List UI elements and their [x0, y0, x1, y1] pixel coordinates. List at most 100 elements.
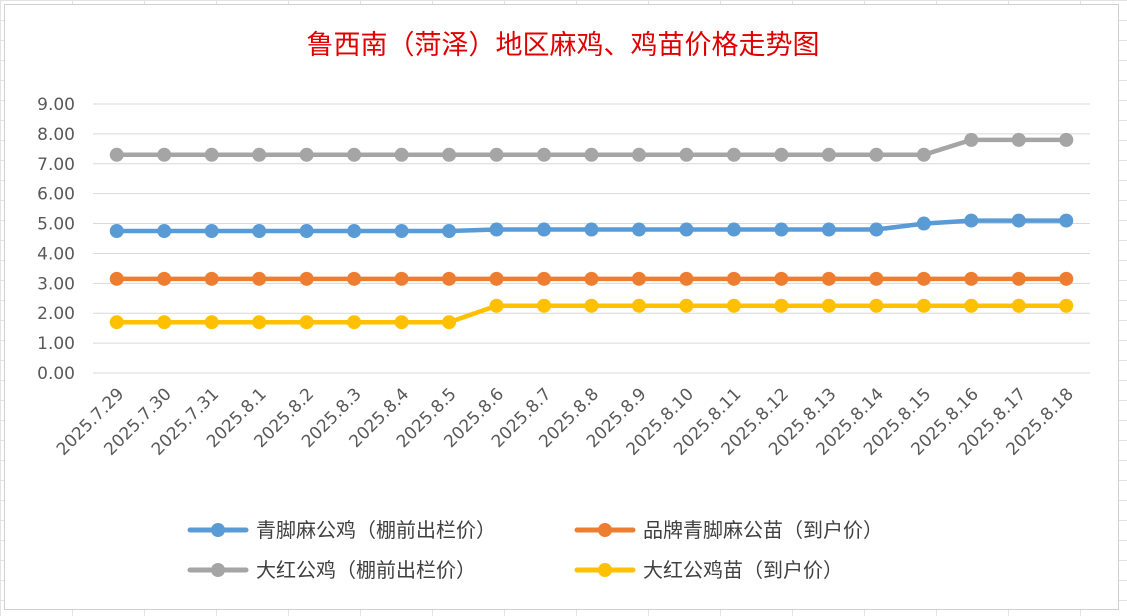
data-point	[299, 315, 314, 330]
series	[109, 132, 1074, 330]
legend-marker	[598, 563, 612, 577]
data-point	[347, 224, 362, 239]
data-point	[821, 298, 836, 313]
data-point	[1011, 213, 1026, 228]
data-point	[109, 315, 124, 330]
data-point	[631, 271, 646, 286]
data-point	[489, 298, 504, 313]
data-point	[584, 298, 599, 313]
data-point	[774, 271, 789, 286]
data-point	[537, 222, 552, 237]
y-tick-label: 9.00	[37, 95, 75, 115]
series-4	[109, 298, 1074, 330]
data-point	[252, 147, 267, 162]
data-point	[821, 222, 836, 237]
data-point	[394, 224, 409, 239]
data-point	[869, 271, 884, 286]
data-point	[347, 315, 362, 330]
data-point	[821, 147, 836, 162]
data-point	[537, 298, 552, 313]
data-point	[584, 147, 599, 162]
y-tick-label: 0.00	[37, 364, 75, 384]
data-point	[1011, 298, 1026, 313]
series-2	[109, 271, 1074, 286]
data-point	[726, 147, 741, 162]
data-point	[347, 147, 362, 162]
data-point	[869, 147, 884, 162]
legend-entry: 品牌青脚麻公苗（到户价）	[574, 518, 883, 542]
data-point	[204, 271, 219, 286]
data-point	[394, 271, 409, 286]
data-point	[631, 222, 646, 237]
y-tick-label: 2.00	[37, 304, 75, 324]
data-point	[1059, 271, 1074, 286]
data-point	[869, 298, 884, 313]
data-point	[584, 271, 599, 286]
data-point	[631, 298, 646, 313]
data-point	[442, 224, 457, 239]
data-point	[679, 222, 694, 237]
y-tick-label: 6.00	[37, 185, 75, 205]
data-point	[157, 147, 172, 162]
data-point	[679, 298, 694, 313]
data-point	[299, 224, 314, 239]
data-point	[916, 298, 931, 313]
gridlines	[93, 103, 1090, 374]
data-point	[916, 271, 931, 286]
data-point	[916, 216, 931, 231]
data-point	[916, 147, 931, 162]
data-point	[109, 224, 124, 239]
data-point	[679, 271, 694, 286]
y-tick-label: 1.00	[37, 334, 75, 354]
data-point	[204, 315, 219, 330]
legend-marker	[598, 523, 612, 537]
legend-entry: 青脚麻公鸡（棚前出栏价）	[187, 518, 496, 542]
legend: 青脚麻公鸡（棚前出栏价） 品牌青脚麻公苗（到户价） 大红公鸡（棚前出栏价） 大红公鸡苗…	[187, 518, 883, 582]
legend-entry: 大红公鸡苗（到户价）	[574, 558, 843, 582]
data-point	[1011, 132, 1026, 147]
legend-entry: 大红公鸡（棚前出栏价）	[187, 558, 476, 582]
data-point	[964, 132, 979, 147]
data-point	[584, 222, 599, 237]
data-point	[631, 147, 646, 162]
data-point	[347, 271, 362, 286]
data-point	[489, 222, 504, 237]
y-tick-label: 4.00	[37, 244, 75, 264]
data-point	[299, 271, 314, 286]
x-axis: 2025.7.292025.7.302025.7.312025.8.12025.…	[53, 384, 1078, 459]
data-point	[109, 147, 124, 162]
data-point	[964, 213, 979, 228]
chart-title: 鲁西南（菏泽）地区麻鸡、鸡苗价格走势图	[307, 30, 820, 61]
data-point	[489, 147, 504, 162]
data-point	[537, 271, 552, 286]
data-point	[204, 147, 219, 162]
y-tick-label: 3.00	[37, 274, 75, 294]
data-point	[1011, 271, 1026, 286]
data-point	[442, 271, 457, 286]
y-tick-label: 5.00	[37, 215, 75, 235]
data-point	[537, 147, 552, 162]
legend-label: 大红公鸡（棚前出栏价）	[256, 558, 476, 582]
data-point	[489, 271, 504, 286]
data-point	[157, 224, 172, 239]
data-point	[1059, 213, 1074, 228]
data-point	[204, 224, 219, 239]
legend-marker	[211, 563, 225, 577]
data-point	[964, 271, 979, 286]
data-point	[252, 315, 267, 330]
data-point	[726, 222, 741, 237]
data-point	[774, 298, 789, 313]
data-point	[774, 147, 789, 162]
legend-label: 青脚麻公鸡（棚前出栏价）	[256, 518, 496, 542]
data-point	[394, 147, 409, 162]
series-1	[109, 213, 1074, 239]
data-point	[252, 271, 267, 286]
y-tick-label: 8.00	[37, 125, 75, 145]
legend-label: 大红公鸡苗（到户价）	[643, 558, 843, 582]
data-point	[726, 298, 741, 313]
y-tick-label: 7.00	[37, 155, 75, 175]
data-point	[679, 147, 694, 162]
data-point	[1059, 298, 1074, 313]
data-point	[1059, 132, 1074, 147]
